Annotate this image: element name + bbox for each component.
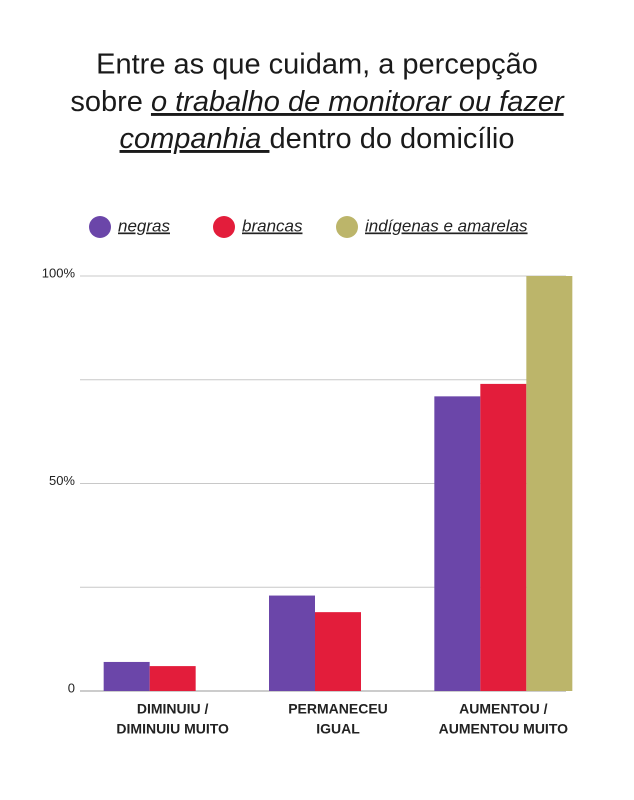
x-tick-label: IGUAL [316,721,360,737]
legend-swatch [213,216,235,238]
bar [149,666,196,691]
x-tick-label: DIMINUIU / [137,701,209,717]
bar [526,276,573,691]
legend-label: brancas [242,216,303,235]
bar [103,661,150,691]
y-tick-label: 50% [49,473,75,488]
y-tick-label: 0 [68,680,75,695]
x-tick-label: DIMINUIU MUITO [116,721,229,737]
chart-title: companhia dentro do domicílio [120,123,515,155]
x-tick-label: AUMENTOU / [459,701,548,717]
title-part: companhia [120,123,270,155]
title-part: sobre [70,86,151,118]
legend-label: negras [118,216,170,235]
legend-swatch [89,216,111,238]
x-tick-label: PERMANECEU [288,701,388,717]
chart-title: sobre o trabalho de monitorar ou fazer [70,86,565,118]
y-tick-label: 100% [42,265,76,280]
title-part: o trabalho de monitorar ou fazer [151,86,565,118]
legend-label: indígenas e amarelas [365,216,528,235]
chart-title: Entre as que cuidam, a percepção [96,49,538,81]
bar [480,383,527,691]
bar [434,396,481,691]
title-part: dentro do domicílio [269,123,514,155]
bar [269,595,315,691]
x-tick-label: AUMENTOU MUITO [439,721,568,737]
legend-swatch [336,216,358,238]
bar [315,612,361,691]
